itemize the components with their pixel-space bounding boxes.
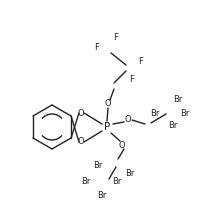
Text: F: F bbox=[138, 58, 143, 67]
Text: Br: Br bbox=[150, 108, 159, 118]
Text: O: O bbox=[119, 141, 125, 150]
Text: F: F bbox=[94, 42, 99, 51]
Text: O: O bbox=[125, 115, 131, 124]
Text: O: O bbox=[78, 138, 84, 147]
Text: O: O bbox=[78, 108, 84, 118]
Text: Br: Br bbox=[94, 161, 103, 171]
Text: O: O bbox=[105, 99, 111, 108]
Text: Br: Br bbox=[173, 95, 182, 104]
Text: F: F bbox=[129, 76, 134, 85]
Text: Br: Br bbox=[168, 120, 177, 129]
Text: Br: Br bbox=[125, 168, 134, 178]
Text: P: P bbox=[104, 122, 110, 132]
Text: Br: Br bbox=[82, 178, 91, 187]
Text: Br: Br bbox=[112, 178, 121, 187]
Text: Br: Br bbox=[97, 191, 107, 200]
Text: Br: Br bbox=[180, 108, 189, 118]
Text: F: F bbox=[113, 32, 118, 41]
